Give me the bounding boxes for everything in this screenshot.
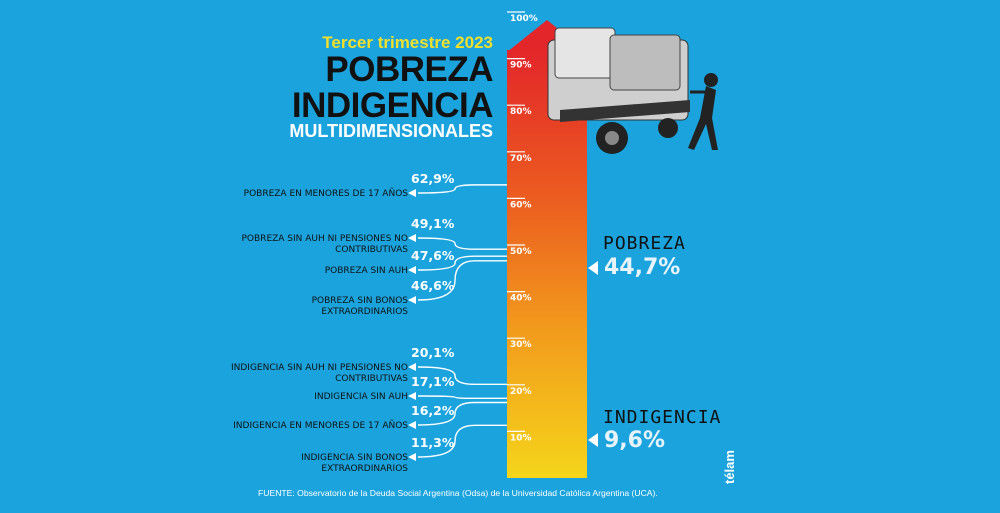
leader-arrow (408, 421, 416, 429)
title-pobreza: POBREZA (325, 50, 493, 89)
indicator-label: INDIGENCIA SIN AUH (314, 392, 408, 402)
leader-line (417, 184, 507, 194)
leader-line (417, 395, 507, 400)
indicator-value: 62,9% (411, 171, 455, 186)
leader-arrow (408, 392, 416, 400)
indicator-value: 20,1% (411, 345, 455, 360)
indicator-label: INDIGENCIA SIN AUH NI PENSIONES NO CONTR… (230, 363, 408, 384)
cart-worker-illustration (547, 27, 718, 154)
indicator-value: 46,6% (411, 278, 455, 293)
indigencia-label: INDIGENCIA (603, 407, 722, 428)
thermometer-bar (507, 20, 587, 478)
indigencia-value: 9,6% (604, 428, 666, 453)
leader-line (417, 424, 507, 458)
tick-label: 10% (510, 433, 532, 443)
indicator-value: 47,6% (411, 248, 455, 263)
leader-arrow (408, 234, 416, 242)
thermometer-bar-fill (507, 50, 587, 478)
tick-label: 30% (510, 340, 532, 350)
telam-logo-text: télam (722, 450, 737, 484)
pobreza-label: POBREZA (603, 233, 686, 254)
leader-line (417, 366, 507, 386)
leader-arrow (408, 189, 416, 197)
title-multidimensionales: MULTIDIMENSIONALES (289, 121, 493, 141)
indicator-label: POBREZA SIN AUH (324, 266, 408, 276)
pobreza-value: 44,7% (604, 255, 681, 280)
telam-logo: télam (722, 450, 737, 484)
source-note: FUENTE: Observatorio de la Deuda Social … (258, 488, 658, 498)
indicator-label: POBREZA EN MENORES DE 17 AÑOS (243, 189, 408, 199)
leader-arrow (408, 266, 416, 274)
main-indicator-pointer (588, 261, 598, 275)
tick-label: 40% (510, 294, 532, 304)
leader-line (417, 401, 507, 426)
chart-subtitle: Tercer trimestre 2023 (322, 33, 493, 52)
tick-label: 50% (510, 247, 532, 257)
leader-arrow (408, 363, 416, 371)
indicator-label: POBREZA SIN AUH NI PENSIONES NO CONTRIBU… (241, 234, 409, 255)
percent-ticks: 10% 20% 30% 40% 50% 60% 70% 80% 90% 100% (507, 11, 538, 443)
leader-lines (408, 184, 598, 461)
leader-line (417, 237, 507, 250)
indicator-value: 17,1% (411, 374, 455, 389)
tick-label: 100% (510, 14, 538, 24)
indicator-label: INDIGENCIA SIN BONOS EXTRAORDINARIOS (301, 453, 408, 474)
leader-line (417, 260, 507, 301)
leader-line (417, 255, 507, 271)
tick-label: 70% (510, 154, 532, 164)
tick-label: 80% (510, 107, 532, 117)
title-indigencia: INDIGENCIA (291, 86, 494, 125)
indicator-value: 16,2% (411, 403, 455, 418)
indicator-label: POBREZA SIN BONOS EXTRAORDINARIOS (311, 296, 408, 317)
leader-arrow (408, 296, 416, 304)
indicator-value: 11,3% (411, 435, 455, 450)
tick-label: 90% (510, 61, 532, 71)
tick-label: 60% (510, 200, 532, 210)
indicator-value: 49,1% (411, 216, 455, 231)
leader-arrow (408, 453, 416, 461)
indicator-label: INDIGENCIA EN MENORES DE 17 AÑOS (233, 421, 408, 431)
main-indicator-pointer (588, 433, 598, 447)
tick-label: 20% (510, 387, 532, 397)
